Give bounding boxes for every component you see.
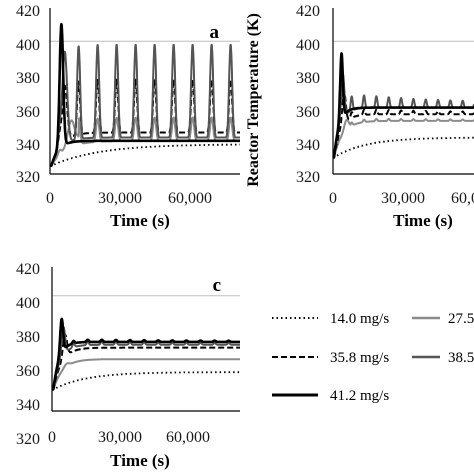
panel-a-series-38-5 xyxy=(50,43,240,167)
legend-label-35: 35.8 mg/s xyxy=(330,350,389,366)
legend-entry-35: 35.8 mg/s xyxy=(272,350,389,366)
panel-b-ytick-400: 400 xyxy=(296,37,320,54)
legend: 14.0 mg/s 27.5 35.8 mg/s 38.5 41.2 mg/s xyxy=(272,311,474,404)
panel-b-series-38-5 xyxy=(333,72,474,159)
panel-a-x-axis-label: Time (s) xyxy=(110,211,170,230)
panel-c-letter: c xyxy=(213,275,221,296)
panel-a-series-41-2 xyxy=(50,22,240,167)
panel-b-ytick-380: 380 xyxy=(296,70,320,87)
legend-label-14: 14.0 mg/s xyxy=(330,311,389,327)
legend-entry-38: 38.5 xyxy=(412,350,474,366)
panel-b-y-axis-label: Reactor Temperature (K) xyxy=(245,13,262,187)
panel-c-x-ticks: 0 30,000 60,000 xyxy=(48,429,210,446)
legend-label-38: 38.5 xyxy=(448,350,474,366)
panel-b-xtick-0: 0 xyxy=(329,190,337,207)
panel-a: 420 400 380 360 340 320 0 30,000 60,000 … xyxy=(16,3,220,230)
panel-b-x-axis-label: Time (s) xyxy=(393,211,453,230)
panel-b-xtick-60000: 60,000 xyxy=(451,190,474,207)
panel-b-ytick-420: 420 xyxy=(296,3,320,20)
legend-entry-41: 41.2 mg/s xyxy=(272,388,389,404)
panel-a-ytick-400: 400 xyxy=(16,37,40,54)
panel-b-xtick-30000: 30,000 xyxy=(381,190,425,207)
panel-b-series-14-0 xyxy=(333,136,474,159)
panel-b-ytick-320: 320 xyxy=(296,169,320,186)
legend-entry-27: 27.5 xyxy=(412,311,474,327)
panel-a-plot xyxy=(49,8,240,175)
panel-a-letter: a xyxy=(210,22,220,43)
panel-c-xtick-60000: 60,000 xyxy=(166,429,210,446)
panel-b-series-41-2 xyxy=(333,52,474,159)
panel-c-series-38-5 xyxy=(52,325,240,391)
panel-b: 420 400 380 360 340 320 0 30,000 60,000 … xyxy=(245,3,474,230)
panel-a-ytick-360: 360 xyxy=(16,104,40,121)
panel-a-xtick-60000: 60,000 xyxy=(168,190,212,207)
panel-a-ytick-420: 420 xyxy=(16,3,40,20)
panel-c-ytick-420: 420 xyxy=(16,261,40,278)
panel-a-xtick-0: 0 xyxy=(46,190,54,207)
panel-c-x-axis-label: Time (s) xyxy=(110,451,170,470)
panel-b-ytick-340: 340 xyxy=(296,137,320,154)
panel-c-ytick-360: 360 xyxy=(16,363,40,380)
panel-c-ytick-320: 320 xyxy=(16,431,40,448)
panel-b-plot xyxy=(332,8,474,175)
panel-c-y-ticks: 420 400 380 360 340 320 xyxy=(16,261,40,448)
panel-a-ytick-340: 340 xyxy=(16,137,40,154)
panel-b-y-ticks: 420 400 380 360 340 320 xyxy=(296,3,320,186)
panel-a-series-14-0 xyxy=(50,143,240,167)
panel-a-ytick-380: 380 xyxy=(16,70,40,87)
panel-c-series-14-0 xyxy=(52,371,240,391)
panel-b-ytick-360: 360 xyxy=(296,104,320,121)
panel-c-series-41-2 xyxy=(52,317,240,391)
panel-b-series-27-5 xyxy=(333,117,474,159)
legend-label-41: 41.2 mg/s xyxy=(330,388,389,404)
panel-c-series-27-5 xyxy=(52,358,240,391)
panel-a-ytick-320: 320 xyxy=(16,169,40,186)
panel-c-ytick-380: 380 xyxy=(16,329,40,346)
legend-label-27: 27.5 xyxy=(448,311,474,327)
panel-c-ytick-340: 340 xyxy=(16,397,40,414)
panel-a-x-ticks: 0 30,000 60,000 xyxy=(46,190,212,207)
panel-c-ytick-400: 400 xyxy=(16,295,40,312)
panel-c-plot xyxy=(51,267,240,412)
panel-b-series-35-8 xyxy=(333,90,474,159)
panel-a-xtick-30000: 30,000 xyxy=(98,190,142,207)
panel-a-y-ticks: 420 400 380 360 340 320 xyxy=(16,3,40,186)
panel-c: 420 400 380 360 340 320 0 30,000 60,000 … xyxy=(16,261,221,470)
panel-c-xtick-0: 0 xyxy=(48,429,56,446)
panel-c-xtick-30000: 30,000 xyxy=(98,429,142,446)
panel-b-x-ticks: 0 30,000 60,000 xyxy=(329,190,474,207)
legend-entry-14: 14.0 mg/s xyxy=(272,311,389,327)
